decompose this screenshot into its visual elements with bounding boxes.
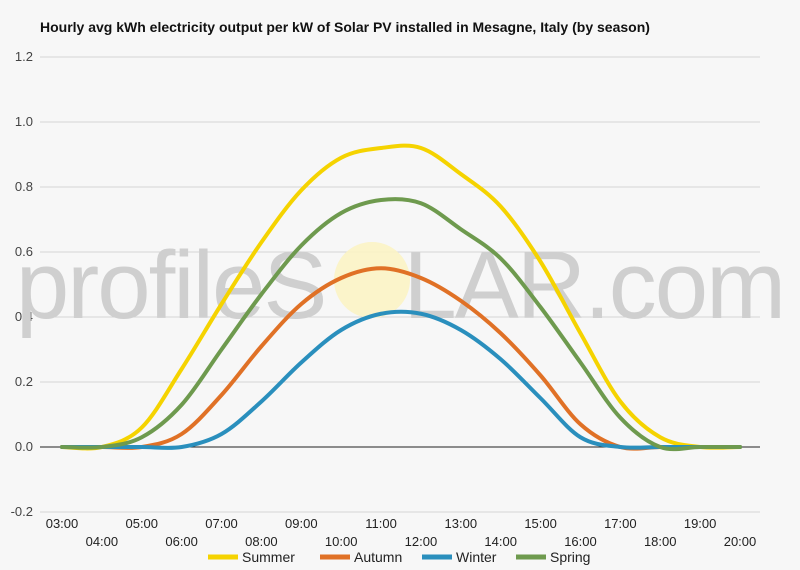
legend-label-spring: Spring (550, 549, 590, 565)
watermark-sun-icon (334, 242, 410, 318)
legend-label-winter: Winter (456, 549, 497, 565)
x-tick-label: 16:00 (564, 534, 597, 549)
x-tick-label: 14:00 (484, 534, 517, 549)
legend-label-summer: Summer (242, 549, 295, 565)
x-tick-label: 03:00 (46, 516, 79, 531)
x-tick-label: 10:00 (325, 534, 358, 549)
x-tick-label: 13:00 (445, 516, 478, 531)
y-tick-label: 0.8 (15, 179, 33, 194)
chart-title: Hourly avg kWh electricity output per kW… (40, 19, 650, 35)
y-tick-label: 0.6 (15, 244, 33, 259)
x-tick-label: 20:00 (724, 534, 757, 549)
watermark-text: profileS LAR.com (16, 232, 784, 339)
x-tick-label: 08:00 (245, 534, 278, 549)
x-tick-label: 18:00 (644, 534, 677, 549)
x-tick-label: 05:00 (125, 516, 158, 531)
y-tick-label: -0.2 (11, 504, 33, 519)
series-line-spring (60, 197, 742, 452)
y-tick-label: 1.0 (15, 114, 33, 129)
x-tick-label: 19:00 (684, 516, 717, 531)
y-tick-label: 0.2 (15, 374, 33, 389)
legend-label-autumn: Autumn (354, 549, 402, 565)
y-tick-label: 1.2 (15, 49, 33, 64)
x-tick-label: 06:00 (165, 534, 198, 549)
series-line-winter (60, 309, 742, 450)
x-tick-label: 17:00 (604, 516, 637, 531)
series-line-summer (60, 143, 742, 451)
x-tick-label: 12:00 (405, 534, 438, 549)
x-tick-label: 09:00 (285, 516, 318, 531)
x-tick-label: 15:00 (524, 516, 557, 531)
y-tick-label: 0.4 (15, 309, 33, 324)
x-tick-label: 04:00 (86, 534, 119, 549)
x-tick-label: 07:00 (205, 516, 238, 531)
x-tick-label: 11:00 (365, 516, 397, 531)
y-tick-label: 0.0 (15, 439, 33, 454)
